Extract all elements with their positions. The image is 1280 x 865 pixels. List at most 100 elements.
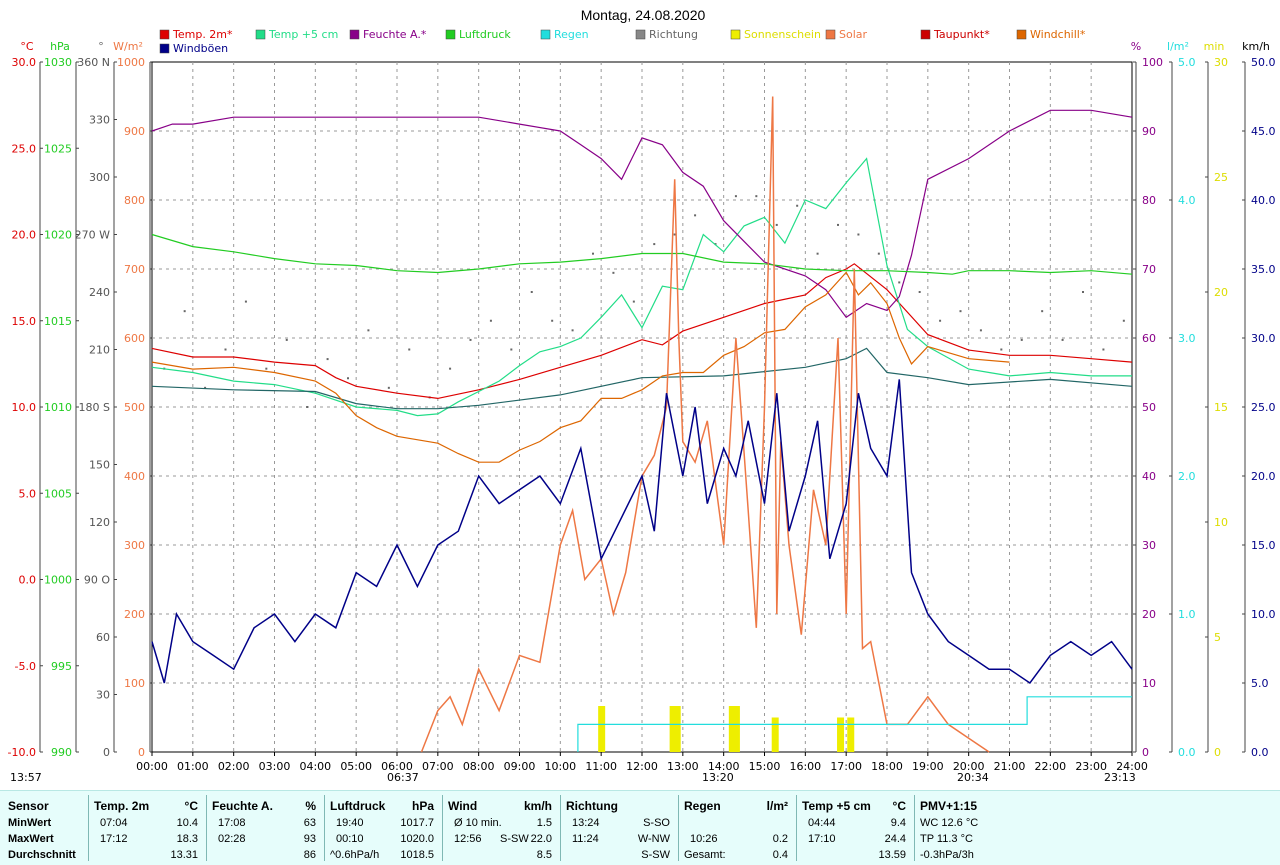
press-max-value: 1020.0 bbox=[400, 833, 434, 845]
wind-gust-line bbox=[151, 379, 1133, 685]
temp5-min-time: 04:44 bbox=[808, 817, 836, 829]
time-label: 14:00 bbox=[708, 760, 740, 773]
time-label: 13:00 bbox=[667, 760, 699, 773]
legend-swatch bbox=[540, 29, 551, 40]
row-avg: Durchschnitt bbox=[8, 849, 76, 861]
temp-tick-label: 0.0 bbox=[19, 574, 37, 587]
temp-header: Temp. 2m bbox=[94, 799, 150, 813]
temp5-header: Temp +5 cm bbox=[802, 799, 871, 813]
direction-point bbox=[796, 204, 799, 207]
legend-label: Temp +5 cm bbox=[268, 28, 338, 41]
wind-tick-label: 45.0 bbox=[1251, 125, 1276, 138]
solar-tick-label: 800 bbox=[124, 194, 145, 207]
legend-label: Windchill* bbox=[1030, 28, 1086, 41]
sunshine-bar bbox=[728, 706, 736, 752]
legend-label: Temp. 2m* bbox=[172, 28, 233, 41]
weather-chart: Montag, 24.08.2020 Temp. 2m* Temp +5 cm Fe… bbox=[8, 7, 1276, 784]
dir-tick-label: 180 S bbox=[79, 401, 110, 414]
direction-point bbox=[632, 300, 635, 303]
temp-2m-line bbox=[151, 263, 1133, 400]
sunshine-bar bbox=[598, 706, 606, 752]
wind-tick-label: 40.0 bbox=[1251, 194, 1276, 207]
direction-point bbox=[816, 252, 819, 255]
dir-tick-label: 60 bbox=[96, 631, 110, 644]
direction-point bbox=[694, 214, 697, 217]
sunshine-bar bbox=[837, 717, 845, 752]
temp5-unit-label: °C bbox=[892, 799, 906, 813]
direction-point bbox=[1082, 291, 1084, 293]
time-label: 10:00 bbox=[544, 760, 576, 773]
wind-avg10-value: 1.5 bbox=[536, 817, 552, 829]
direction-point bbox=[449, 367, 452, 370]
direction-point bbox=[306, 406, 309, 408]
pmv-dewpoint: TP 11.3 °C bbox=[920, 833, 973, 845]
time-label: 07:00 bbox=[422, 760, 454, 773]
solar-tick-label: 100 bbox=[124, 677, 145, 690]
time-label: 23:00 bbox=[1075, 760, 1107, 773]
wind-header: Wind bbox=[448, 799, 478, 813]
stats-wind: Wind km/h Ø 10 min. 12:56 S-SW 1.5 22.0 … bbox=[448, 791, 556, 865]
legend: Temp. 2m* Temp +5 cm Feuchte A.* Luftdruck R… bbox=[159, 28, 1086, 55]
windchill-line bbox=[151, 271, 1010, 463]
row-max: MaxWert bbox=[8, 833, 54, 845]
press-tick-label: 995 bbox=[51, 660, 72, 673]
direction-point bbox=[755, 195, 758, 198]
temp-avg-value: 13.31 bbox=[170, 849, 198, 861]
temp-unit-label: °C bbox=[184, 799, 198, 813]
direction-point bbox=[775, 223, 778, 226]
time-label: 04:00 bbox=[299, 760, 331, 773]
dir-tick-label: 210 bbox=[89, 344, 110, 357]
direction-point bbox=[1000, 348, 1003, 351]
direction-point bbox=[1020, 338, 1023, 341]
temp-max-value: 18.3 bbox=[176, 833, 198, 845]
dir-tick-label: 150 bbox=[89, 459, 110, 472]
rain-line bbox=[577, 696, 1132, 752]
dir-max-value: W-NW bbox=[637, 833, 670, 845]
sun-unit: min bbox=[1204, 40, 1225, 53]
direction-point bbox=[265, 367, 268, 370]
direction-point bbox=[183, 310, 186, 313]
direction-point bbox=[408, 348, 411, 351]
temp-tick-label: 20.0 bbox=[12, 229, 37, 242]
hum-min-time: 17:08 bbox=[218, 817, 246, 829]
legend-label: Feuchte A.* bbox=[363, 28, 427, 41]
direction-point bbox=[347, 377, 349, 380]
legend-label: Regen bbox=[554, 28, 589, 41]
press-avg-value: 1018.5 bbox=[400, 849, 434, 861]
rain-unit: l/m² bbox=[1167, 40, 1189, 53]
wind-tick-label: 20.0 bbox=[1251, 470, 1276, 483]
hum-min-value: 63 bbox=[303, 817, 316, 829]
direction-point bbox=[939, 319, 942, 322]
solar-tick-label: 200 bbox=[124, 608, 145, 621]
temp-tick-label: 5.0 bbox=[19, 487, 37, 500]
press-tick-label: 1010 bbox=[44, 401, 72, 414]
dir-tick-label: 120 bbox=[89, 516, 110, 529]
direction-point bbox=[1041, 310, 1044, 313]
sunshine-bar bbox=[669, 706, 677, 752]
time-label: 05:00 bbox=[340, 760, 372, 773]
press-tick-label: 1000 bbox=[44, 574, 72, 587]
direction-point bbox=[979, 329, 982, 332]
direction-point bbox=[592, 252, 594, 255]
legend-label: Richtung bbox=[649, 28, 698, 41]
time-label: 18:00 bbox=[871, 760, 903, 773]
dir-min-time: 13:24 bbox=[572, 817, 600, 829]
temp5-avg-value: 13.59 bbox=[878, 849, 906, 861]
moon-label: 23:13 bbox=[1104, 771, 1136, 784]
legend-swatch bbox=[635, 29, 646, 40]
legend-swatch bbox=[1016, 29, 1027, 40]
direction-point bbox=[530, 291, 533, 293]
sun-tick-label: 10 bbox=[1214, 516, 1228, 529]
time-label: 20:00 bbox=[953, 760, 985, 773]
rain-tick-label: 0.0 bbox=[1178, 746, 1196, 759]
hum-tick-label: 10 bbox=[1142, 677, 1156, 690]
legend-label: Taupunkt* bbox=[933, 28, 990, 41]
temp5-max-time: 17:10 bbox=[808, 833, 836, 845]
legend-swatch bbox=[349, 29, 360, 40]
wind-avg-value: 8.5 bbox=[536, 849, 552, 861]
direction-point bbox=[489, 319, 492, 322]
legend-swatch bbox=[159, 43, 170, 54]
solar-line bbox=[420, 96, 990, 753]
sunset-label: 20:34 bbox=[957, 771, 989, 784]
rain-tick-label: 4.0 bbox=[1178, 194, 1196, 207]
